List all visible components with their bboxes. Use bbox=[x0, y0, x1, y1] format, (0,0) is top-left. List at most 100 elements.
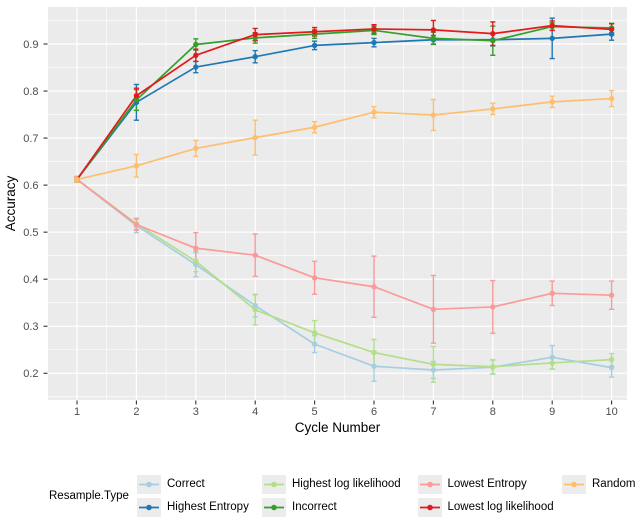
legend-key-lowest-entropy bbox=[417, 475, 442, 494]
legend-key-correct bbox=[137, 475, 161, 494]
plot-panel bbox=[48, 7, 627, 400]
point bbox=[311, 341, 318, 347]
x-axis-title: Cycle Number bbox=[295, 420, 381, 435]
y-tick-label: 0.4 bbox=[23, 274, 38, 286]
legend-item-label: Correct bbox=[167, 478, 205, 490]
point bbox=[549, 99, 555, 105]
line-random bbox=[76, 97, 613, 181]
legend-item-highest-log-likelihood: Highest log likelihood bbox=[262, 475, 401, 494]
legend-key-point bbox=[426, 481, 433, 488]
legend-item-incorrect: Incorrect bbox=[262, 498, 337, 517]
point bbox=[371, 109, 377, 115]
x-tick-label: 7 bbox=[430, 406, 436, 418]
point bbox=[371, 363, 377, 369]
y-tick-label: 0.7 bbox=[23, 133, 38, 145]
point bbox=[430, 35, 437, 42]
point bbox=[430, 27, 437, 33]
point bbox=[549, 290, 555, 297]
legend-item-correct: Correct bbox=[137, 475, 205, 494]
point bbox=[608, 26, 615, 33]
point bbox=[252, 252, 258, 258]
point bbox=[133, 97, 140, 103]
legend-item-label: Highest log likelihood bbox=[292, 478, 401, 490]
point bbox=[490, 38, 496, 44]
x-tick-label: 6 bbox=[371, 406, 377, 418]
point bbox=[133, 163, 140, 169]
point bbox=[430, 306, 437, 313]
legend-item-lowest-log-likelihood: Lowest log likelihood bbox=[417, 498, 554, 517]
point bbox=[193, 145, 199, 152]
point bbox=[311, 29, 318, 35]
point bbox=[608, 95, 615, 102]
x-tick-label: 5 bbox=[312, 406, 318, 418]
point bbox=[193, 64, 199, 70]
line-lowest-log-likelihood bbox=[76, 24, 613, 181]
y-tick-label: 0.3 bbox=[23, 321, 38, 333]
x-tick-label: 10 bbox=[605, 406, 617, 418]
point bbox=[252, 134, 258, 141]
point bbox=[371, 349, 377, 356]
point bbox=[252, 54, 258, 60]
points-random bbox=[74, 95, 615, 183]
legend-item-random: Random bbox=[562, 475, 635, 494]
legend-key-point bbox=[271, 481, 277, 488]
legend-key-point bbox=[571, 481, 577, 488]
points-layer bbox=[74, 22, 615, 373]
y-tick-label: 0.6 bbox=[23, 180, 38, 192]
point bbox=[252, 307, 258, 313]
point bbox=[608, 356, 615, 363]
point bbox=[430, 367, 437, 373]
legend-title: Resample.Type bbox=[49, 490, 129, 502]
point bbox=[252, 302, 258, 309]
y-tick-label: 0.9 bbox=[23, 39, 38, 51]
y-tick-label: 0.8 bbox=[23, 86, 38, 98]
x-tick-label: 8 bbox=[490, 406, 496, 418]
legend-key-point bbox=[146, 481, 152, 488]
point bbox=[608, 364, 615, 371]
x-tick-label: 2 bbox=[133, 406, 139, 418]
legend-key-point bbox=[271, 504, 277, 511]
legend-key-highest-log-likelihood bbox=[262, 475, 286, 494]
point bbox=[311, 275, 318, 281]
point bbox=[133, 93, 140, 99]
line-incorrect bbox=[76, 25, 613, 181]
legend-item-lowest-entropy: Lowest Entropy bbox=[417, 475, 527, 494]
y-tick-label: 0.5 bbox=[23, 227, 38, 239]
point bbox=[549, 22, 555, 29]
point bbox=[430, 112, 437, 118]
point bbox=[311, 330, 318, 336]
point bbox=[608, 31, 615, 37]
point bbox=[490, 363, 496, 370]
legend-key-incorrect bbox=[262, 498, 286, 517]
legend-key-random bbox=[562, 475, 586, 494]
legend-key-highest-entropy bbox=[137, 498, 161, 517]
lines-layer bbox=[76, 24, 613, 371]
line-chart: 1 2 3 4 5 6 7 8 9 10 0.2 0.3 0.4 0.5 0.6 0.7 0.8 0.9 Accu… bbox=[3, 7, 627, 435]
point bbox=[371, 26, 377, 32]
x-tick-label: 1 bbox=[74, 406, 80, 418]
legend-key-point bbox=[146, 504, 152, 511]
point bbox=[490, 30, 496, 37]
x-tick-label: 3 bbox=[193, 406, 199, 418]
point bbox=[74, 176, 80, 183]
point bbox=[608, 292, 615, 298]
point bbox=[252, 31, 258, 38]
point bbox=[371, 39, 377, 46]
point bbox=[549, 35, 555, 42]
point bbox=[311, 124, 318, 130]
y-axis-title: Accuracy bbox=[3, 175, 18, 231]
line-correct bbox=[76, 178, 613, 371]
point bbox=[490, 304, 496, 310]
x-tick-label: 4 bbox=[252, 406, 258, 418]
point bbox=[490, 106, 496, 112]
point bbox=[549, 360, 555, 366]
point bbox=[193, 245, 199, 251]
legend-item-label: Highest Entropy bbox=[167, 501, 249, 513]
point bbox=[133, 221, 140, 228]
points-lowest-log-likelihood bbox=[74, 22, 615, 183]
point bbox=[193, 52, 199, 58]
point bbox=[549, 354, 555, 360]
x-tick-label: 9 bbox=[549, 406, 555, 418]
line-highest-log-likelihood bbox=[76, 178, 613, 368]
